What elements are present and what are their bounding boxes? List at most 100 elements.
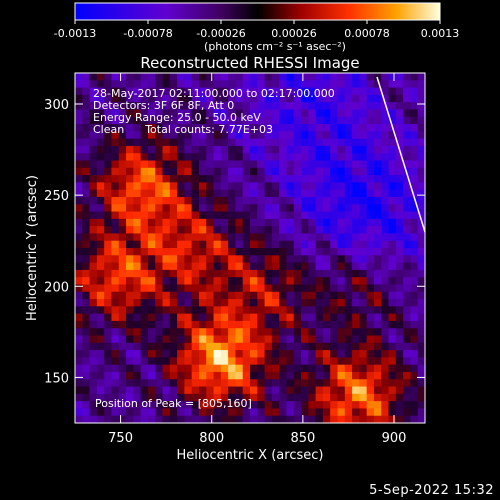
heatmap-cell	[213, 320, 222, 329]
heatmap-cell	[118, 167, 127, 176]
heatmap-cell	[410, 320, 419, 329]
heatmap-cell	[417, 153, 425, 162]
heatmap-cell	[330, 196, 339, 205]
heatmap-cell	[359, 233, 368, 242]
heatmap-cell	[104, 284, 113, 293]
heatmap-cell	[147, 167, 156, 176]
heatmap-cell	[82, 138, 91, 147]
heatmap-cell	[155, 87, 164, 96]
heatmap-cell	[126, 371, 134, 380]
heatmap-cell	[322, 233, 331, 242]
heatmap-cell	[162, 131, 171, 140]
heatmap-cell	[184, 196, 193, 205]
heatmap-cell	[286, 379, 295, 388]
heatmap-cell	[257, 386, 266, 395]
heatmap-cell	[118, 131, 127, 140]
heatmap-cell	[366, 379, 375, 388]
heatmap-cell	[395, 87, 404, 96]
x-tick-label: 750	[108, 431, 133, 446]
heatmap-cell	[228, 167, 237, 176]
heatmap-cell	[322, 102, 331, 111]
heatmap-cell	[75, 233, 83, 242]
heatmap-cell	[96, 357, 105, 366]
heatmap-cell	[381, 269, 390, 278]
heatmap-cell	[118, 87, 127, 96]
heatmap-cell	[235, 306, 244, 315]
heatmap-cell	[235, 262, 244, 271]
heatmap-cell	[169, 269, 178, 278]
heatmap-cell	[177, 80, 185, 89]
heatmap-cell	[395, 196, 404, 205]
heatmap-cell	[403, 138, 412, 147]
heatmap-cell	[337, 357, 346, 366]
heatmap-cell	[373, 109, 382, 118]
heatmap-cell	[344, 415, 353, 423]
heatmap-cell	[133, 153, 142, 162]
heatmap-cell	[96, 248, 105, 256]
heatmap-cell	[359, 160, 368, 169]
heatmap-cell	[279, 299, 288, 307]
heatmap-cell	[155, 306, 164, 315]
heatmap-cell	[140, 313, 149, 322]
heatmap-cell	[337, 350, 346, 358]
heatmap-cell	[191, 342, 200, 351]
heatmap-cell	[96, 277, 105, 286]
heatmap-cell	[403, 299, 412, 307]
heatmap-cell	[395, 175, 404, 183]
heatmap-cell	[330, 226, 339, 235]
heatmap-cell	[169, 328, 178, 337]
heatmap-cell	[308, 94, 317, 103]
heatmap-cell	[373, 218, 382, 227]
heatmap-cell	[271, 160, 280, 169]
heatmap-cell	[96, 240, 105, 249]
heatmap-cell	[235, 124, 244, 132]
heatmap-cell	[82, 320, 91, 329]
heatmap-cell	[155, 138, 164, 147]
heatmap-cell	[293, 299, 302, 307]
heatmap-cell	[242, 109, 251, 118]
heatmap-cell	[344, 291, 353, 300]
heatmap-cell	[198, 167, 207, 176]
heatmap-cell	[301, 182, 309, 191]
heatmap-cell	[337, 415, 346, 423]
heatmap-cell	[177, 138, 185, 147]
heatmap-cell	[301, 167, 309, 176]
heatmap-cell	[235, 218, 244, 227]
heatmap-cell	[111, 415, 120, 423]
heatmap-cell	[410, 138, 419, 147]
heatmap-cell	[140, 371, 149, 380]
heatmap-cell	[388, 350, 397, 358]
heatmap-cell	[213, 342, 222, 351]
heatmap-cell	[242, 306, 251, 315]
heatmap-cell	[322, 262, 331, 271]
heatmap-cell	[75, 94, 83, 103]
heatmap-cell	[271, 196, 280, 205]
heatmap-cell	[373, 320, 382, 329]
heatmap-cell	[213, 175, 222, 183]
heatmap-cell	[206, 116, 215, 125]
heatmap-cell	[366, 87, 375, 96]
heatmap-cell	[118, 371, 127, 380]
heatmap-cell	[381, 116, 390, 125]
heatmap-cell	[118, 408, 127, 417]
heatmap-cell	[373, 371, 382, 380]
heatmap-cell	[89, 138, 98, 147]
heatmap-cell	[198, 320, 207, 329]
heatmap-cell	[403, 357, 412, 366]
annotation-clean-counts: Clean Total counts: 7.77E+03	[93, 123, 273, 136]
heatmap-cell	[322, 109, 331, 118]
heatmap-cell	[96, 87, 105, 96]
heatmap-cell	[228, 379, 237, 388]
heatmap-cell	[220, 401, 229, 410]
heatmap-cell	[104, 218, 113, 227]
heatmap-cell	[279, 350, 288, 358]
heatmap-cell	[308, 116, 317, 125]
heatmap-cell	[359, 299, 368, 307]
annotation-time-range: 28-May-2017 02:11:00.000 to 02:17:00.000	[93, 87, 335, 100]
heatmap-cell	[213, 233, 222, 242]
heatmap-cell	[250, 218, 258, 227]
heatmap-cell	[301, 313, 309, 322]
heatmap-cell	[271, 153, 280, 162]
heatmap-cell	[111, 116, 120, 125]
heatmap-cell	[264, 226, 273, 235]
